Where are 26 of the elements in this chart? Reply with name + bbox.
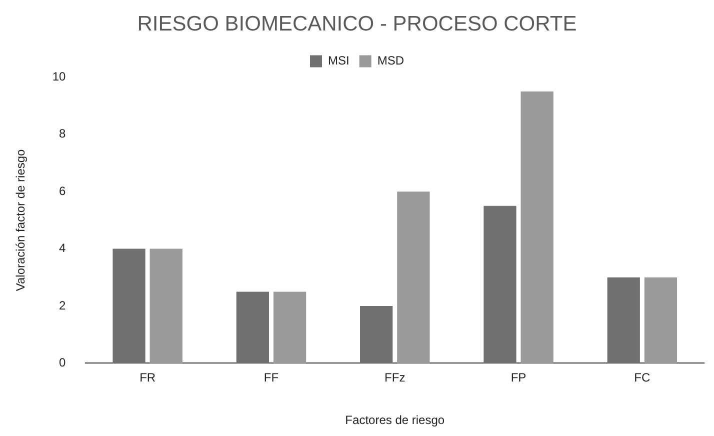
y-axis-title: Valoración factor de riesgo bbox=[14, 148, 28, 292]
x-tick-label: FR bbox=[140, 370, 156, 385]
bar bbox=[150, 248, 182, 364]
bar bbox=[484, 206, 516, 364]
x-tick-label: FF bbox=[264, 370, 279, 385]
x-tick-label: FP bbox=[510, 370, 526, 385]
chart-title: RIESGO BIOMECANICO - PROCESO CORTE bbox=[137, 12, 577, 36]
y-tick-label: 10 bbox=[52, 70, 66, 84]
y-tick-label: 6 bbox=[59, 184, 66, 198]
y-tick-label: 8 bbox=[59, 126, 66, 141]
bar bbox=[360, 306, 393, 364]
x-tick-label: FC bbox=[634, 370, 651, 385]
legend-label: MSD bbox=[377, 54, 404, 68]
bar bbox=[397, 192, 430, 364]
y-tick-label: 4 bbox=[59, 241, 66, 256]
bar bbox=[273, 292, 306, 364]
x-axis-title: Factores de riesgo bbox=[345, 413, 445, 428]
bar bbox=[644, 277, 678, 364]
bar bbox=[520, 92, 554, 364]
y-tick-label: 2 bbox=[59, 298, 66, 312]
bar bbox=[112, 248, 146, 364]
x-tick-label: FFz bbox=[384, 370, 406, 385]
y-tick-label: 0 bbox=[59, 356, 66, 370]
legend-label: MSI bbox=[328, 54, 350, 68]
bar bbox=[236, 292, 269, 364]
bar bbox=[607, 277, 640, 364]
